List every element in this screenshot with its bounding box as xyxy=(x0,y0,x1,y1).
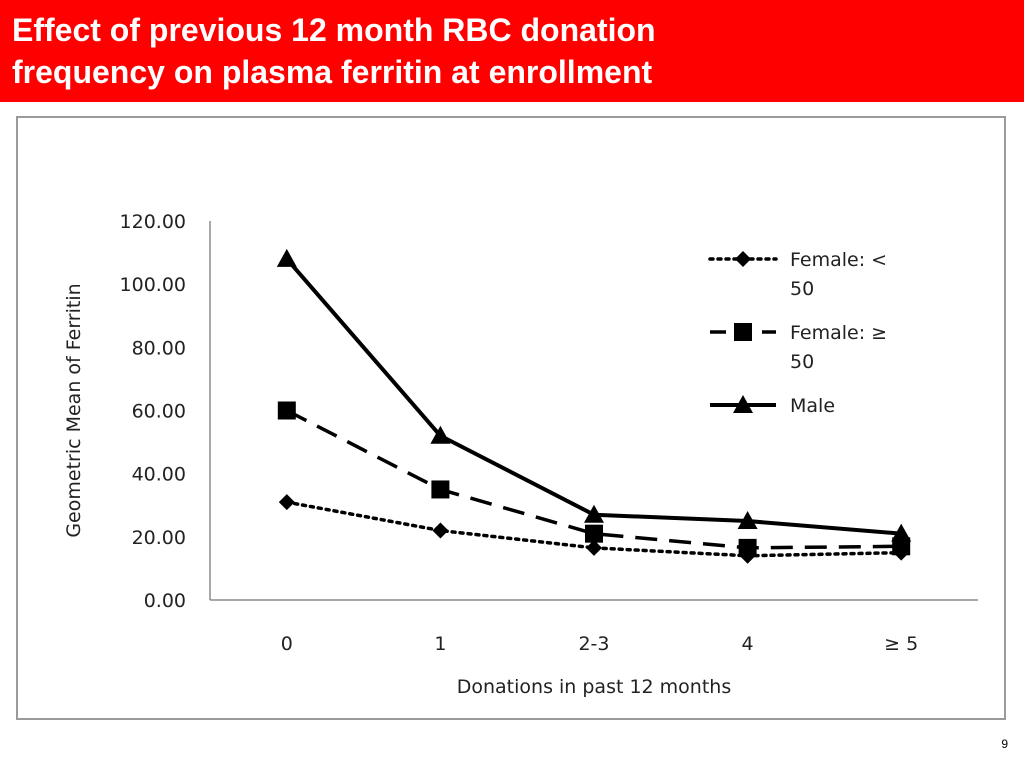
page-number: 9 xyxy=(1001,737,1008,751)
y-tick-label: 0.00 xyxy=(144,590,186,612)
triangle-marker xyxy=(584,504,604,523)
x-tick-label: 0 xyxy=(281,633,293,655)
y-tick-label: 120.00 xyxy=(120,211,186,233)
diamond-marker xyxy=(278,494,295,511)
line-chart: 0.00 20.00 40.00 60.00 80.00 100.00 120.00 0 1 2-… xyxy=(63,211,978,698)
square-marker xyxy=(734,323,752,341)
x-tick-label: 2-3 xyxy=(578,633,609,655)
legend-entry: Male xyxy=(710,395,835,417)
series-triangle xyxy=(276,248,912,542)
title-bar: Effect of previous 12 month RBC donation… xyxy=(0,0,1024,102)
y-tick-label: 100.00 xyxy=(120,274,186,296)
slide-title-line-1: Effect of previous 12 month RBC donation xyxy=(12,12,656,48)
legend-entry: Female: ≥ 50 xyxy=(710,322,887,373)
legend-entry: Female: < 50 xyxy=(708,249,887,300)
legend-label-line-1: Female: ≥ xyxy=(790,322,887,344)
x-tick-label: 1 xyxy=(434,633,446,655)
triangle-marker xyxy=(891,523,912,542)
square-marker xyxy=(431,480,450,499)
series-square xyxy=(277,401,911,557)
axes: 0.00 20.00 40.00 60.00 80.00 100.00 120.00 0 1 2-… xyxy=(63,211,978,698)
square-marker xyxy=(892,537,911,556)
legend: Female: < 50 Female: ≥ 50 Male xyxy=(708,249,887,417)
x-tick-label: ≥ 5 xyxy=(884,633,918,655)
diamond-marker xyxy=(586,539,602,556)
x-tick-label: 4 xyxy=(742,633,754,655)
triangle-marker xyxy=(733,395,753,413)
series-line xyxy=(285,408,902,550)
x-axis-title: Donations in past 12 months xyxy=(457,676,732,698)
diamond-marker xyxy=(432,522,449,539)
legend-label-line-1: Female: < xyxy=(790,249,887,271)
legend-label-line-2: 50 xyxy=(790,278,814,300)
square-marker xyxy=(277,401,296,420)
y-tick-label: 80.00 xyxy=(132,337,186,359)
y-tick-label: 40.00 xyxy=(132,464,186,486)
series-group xyxy=(276,248,912,564)
square-marker xyxy=(738,538,757,557)
slide-title-line-2: frequency on plasma ferritin at enrollme… xyxy=(12,54,653,90)
square-marker xyxy=(585,524,603,543)
triangle-marker xyxy=(430,425,451,444)
triangle-marker xyxy=(737,511,758,530)
y-axis-title: Geometric Mean of Ferritin xyxy=(63,283,85,537)
legend-label-line-1: Male xyxy=(790,395,835,417)
legend-label-line-2: 50 xyxy=(790,351,814,373)
slide-title: Effect of previous 12 month RBC donation… xyxy=(12,9,1012,93)
triangle-marker xyxy=(276,248,297,267)
y-tick-label: 60.00 xyxy=(132,401,186,423)
y-tick-label: 20.00 xyxy=(132,527,186,549)
diamond-marker xyxy=(735,251,751,267)
chart-frame: 0.00 20.00 40.00 60.00 80.00 100.00 120.00 0 1 2-… xyxy=(16,116,1006,720)
